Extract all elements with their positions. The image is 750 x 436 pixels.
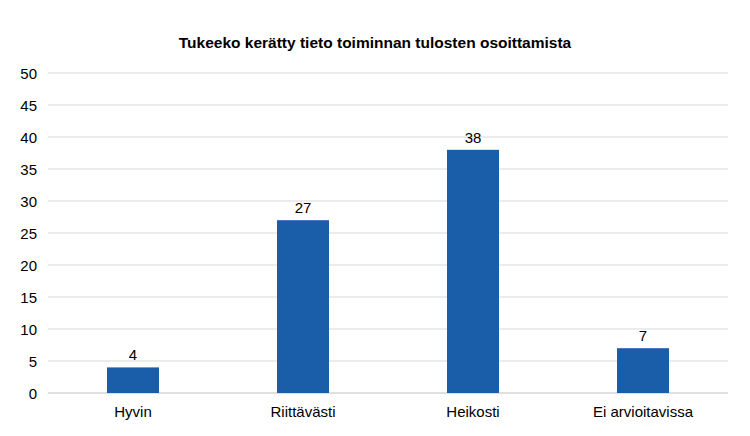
grid-line xyxy=(48,137,728,138)
y-tick-label: 45 xyxy=(20,97,37,114)
y-tick-label: 30 xyxy=(20,193,37,210)
bar xyxy=(107,367,159,393)
bars xyxy=(107,150,669,393)
x-tick-label: Riittävästi xyxy=(270,403,335,420)
x-tick-label: Hyvin xyxy=(114,403,152,420)
grid-line xyxy=(48,265,728,266)
grid xyxy=(48,73,728,393)
bar xyxy=(277,220,329,393)
y-tick-label: 5 xyxy=(29,353,37,370)
y-tick-label: 15 xyxy=(20,289,37,306)
y-tick-label: 50 xyxy=(20,65,37,82)
data-label: 4 xyxy=(129,346,137,363)
grid-line xyxy=(48,105,728,106)
chart-container: Tukeeko kerätty tieto toiminnan tulosten… xyxy=(0,0,750,436)
data-label: 27 xyxy=(295,199,312,216)
bar xyxy=(617,348,669,393)
grid-line xyxy=(48,201,728,202)
grid-line xyxy=(48,329,728,330)
y-tick-label: 0 xyxy=(29,385,37,402)
x-tick-label: Ei arvioitavissa xyxy=(593,403,694,420)
y-tick-label: 40 xyxy=(20,129,37,146)
y-tick-label: 35 xyxy=(20,161,37,178)
grid-line xyxy=(48,233,728,234)
grid-line xyxy=(48,297,728,298)
y-tick-label: 25 xyxy=(20,225,37,242)
y-tick-label: 10 xyxy=(20,321,37,338)
chart-svg: Tukeeko kerätty tieto toiminnan tulosten… xyxy=(0,0,750,436)
grid-line xyxy=(48,169,728,170)
data-label: 38 xyxy=(465,129,482,146)
bar xyxy=(447,150,499,393)
y-tick-label: 20 xyxy=(20,257,37,274)
chart-title: Tukeeko kerätty tieto toiminnan tulosten… xyxy=(179,34,572,51)
data-label: 7 xyxy=(639,327,647,344)
x-tick-label: Heikosti xyxy=(446,403,499,420)
grid-line xyxy=(48,73,728,74)
